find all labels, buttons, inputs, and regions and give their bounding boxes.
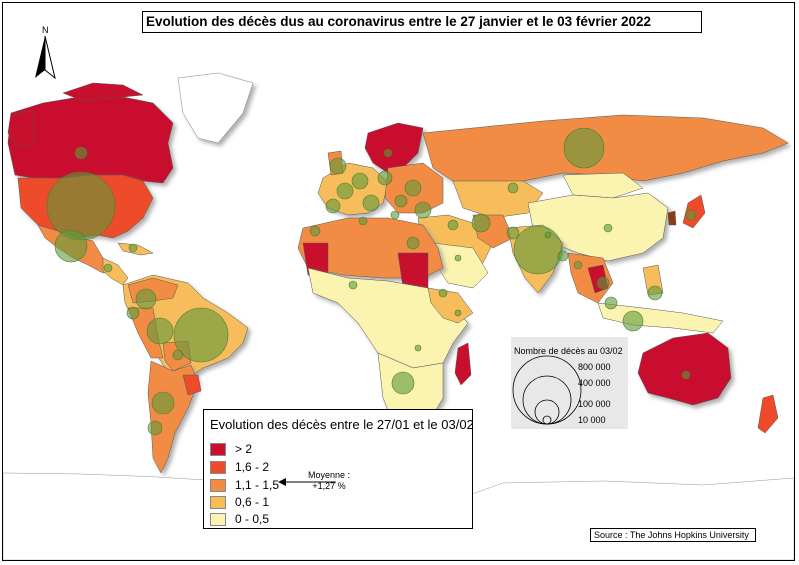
bubble-peru — [146, 317, 174, 345]
legend-label: 0,6 - 1 — [235, 495, 270, 509]
bubble-philippines — [647, 285, 663, 301]
country-sudan — [397, 252, 429, 289]
country-korea — [667, 210, 677, 226]
bubble-ecuador — [126, 306, 140, 320]
bubble-legend-800000 — [512, 355, 582, 425]
bubble-kazakhstan — [507, 182, 519, 194]
bubble-turkey — [414, 201, 432, 219]
country-russia — [422, 114, 789, 184]
bubble-france — [336, 182, 354, 200]
bubble-sweden — [383, 148, 393, 158]
bubble-myanmar — [573, 260, 583, 270]
average-note: Moyenne : +1,27 % — [305, 470, 353, 492]
bubble-legend-label: 100 000 — [578, 399, 611, 409]
bubble-cuba — [128, 243, 138, 253]
country-madagascar — [454, 342, 472, 386]
country-alaska — [7, 110, 36, 149]
bubble-brazil — [173, 307, 229, 363]
bubble-vietnam — [596, 276, 610, 290]
bubble-saudi-arabia — [454, 254, 462, 262]
source-note: Source : The Johns Hopkins University — [590, 528, 756, 542]
bubble-legend-100000 — [534, 399, 560, 425]
bubble-australia — [681, 370, 691, 380]
bubble-ukraine — [404, 179, 422, 197]
bubble-usa — [46, 171, 116, 241]
bubble-india — [513, 225, 563, 275]
country-uruguay-paraguay — [182, 374, 202, 396]
country-mongolia — [562, 172, 644, 199]
legend-label: 1,6 - 2 — [235, 460, 270, 474]
bubble-legend-label: 10 000 — [578, 415, 606, 425]
bubble-colombia — [135, 288, 157, 310]
region-indonesia — [597, 302, 724, 334]
bubble-tunisia — [358, 216, 368, 226]
bubble-iran — [471, 213, 491, 233]
bubble-zambia — [414, 344, 422, 352]
bubble-greece — [390, 210, 400, 220]
bubble-iraq — [447, 219, 459, 231]
legend-swatch — [210, 496, 226, 509]
country-arctic-islands — [62, 82, 144, 102]
bubble-bangladesh — [557, 250, 569, 262]
bubble-uk — [329, 157, 347, 175]
north-arrow-icon — [35, 35, 56, 80]
bubble-malaysia — [604, 296, 618, 310]
bubble-morocco — [309, 225, 321, 237]
bubble-south-africa — [391, 371, 415, 395]
legend-swatch — [210, 513, 226, 526]
bubble-romania — [394, 194, 408, 208]
bubble-nepal — [544, 231, 552, 239]
bubble-legend-circles — [512, 355, 582, 425]
bubble-guatemala — [103, 263, 113, 273]
bubble-germany — [351, 172, 369, 190]
bubble-nigeria — [348, 280, 358, 290]
bubble-russia — [563, 127, 605, 169]
bubble-legend-title: Nombre de décès au 03/02 — [514, 346, 623, 356]
bubble-legend-label: 400 000 — [578, 378, 611, 388]
bubble-kenya — [454, 309, 462, 317]
region-central-africa — [307, 267, 469, 369]
legend-swatch — [210, 443, 226, 456]
legend-title: Evolution des décès entre le 27/01 et le… — [210, 417, 474, 432]
country-new-zealand — [757, 394, 779, 434]
bubble-italy — [362, 194, 380, 212]
legend-swatch — [210, 479, 226, 492]
average-note-label: Moyenne : — [307, 470, 351, 480]
bubble-legend-10000 — [542, 415, 552, 425]
world-map-svg — [2, 72, 795, 561]
death-bubbles — [46, 127, 697, 436]
bubble-mexico — [54, 229, 88, 263]
choropleth-legend: Evolution des décès entre le 27/01 et le… — [203, 409, 474, 529]
bubble-poland — [377, 170, 393, 186]
bubble-japan — [685, 209, 697, 221]
bubble-egypt — [406, 236, 420, 250]
bubble-legend: Nombre de décès au 03/02 800 000 400 000… — [511, 337, 628, 429]
bubble-china — [603, 223, 613, 233]
region-east-africa — [427, 287, 474, 324]
bubble-ethiopia — [438, 288, 448, 298]
north-letter: N — [42, 25, 49, 35]
region-central-asia — [452, 180, 544, 219]
bubble-bolivia — [172, 349, 184, 361]
country-greenland — [177, 72, 254, 144]
legend-label: 1,1 - 1,5 — [235, 478, 280, 492]
bubble-legend-label: 800 000 — [578, 362, 611, 372]
bubble-pakistan — [506, 226, 520, 240]
country-australia — [637, 332, 732, 406]
legend-swatch — [210, 461, 226, 474]
legend-label: > 2 — [235, 442, 253, 456]
map-title: Evolution des décès dus au coronavirus e… — [142, 11, 702, 33]
legend-label: 0 - 0,5 — [235, 512, 270, 526]
average-arrow-icon — [278, 478, 336, 486]
bubble-spain — [325, 198, 341, 214]
average-note-value: +1,27 % — [312, 481, 346, 491]
bubble-chile — [147, 420, 163, 436]
bubble-indonesia — [622, 310, 644, 332]
bubble-argentina — [151, 391, 175, 415]
region-southern-cone — [147, 360, 199, 474]
bubble-canada — [74, 146, 88, 160]
